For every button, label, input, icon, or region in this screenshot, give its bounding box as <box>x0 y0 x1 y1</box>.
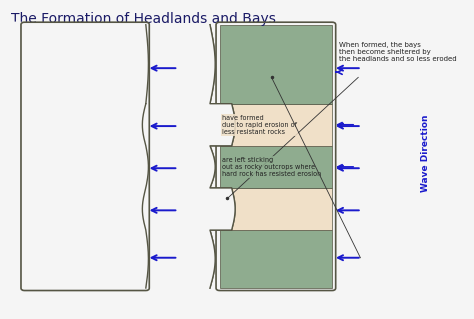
Bar <box>219 188 332 230</box>
Bar <box>25 230 146 288</box>
Bar <box>25 25 146 104</box>
Text: are left sticking
out as rocky outcrops where
hard rock has resisted erosion: are left sticking out as rocky outcrops … <box>222 157 321 177</box>
Text: Wave Direction: Wave Direction <box>421 115 430 192</box>
Polygon shape <box>3 22 235 291</box>
Polygon shape <box>3 22 235 291</box>
Bar <box>25 146 146 188</box>
Text: have formed
due to rapid erosion of
less resistant rocks: have formed due to rapid erosion of less… <box>222 115 297 135</box>
Bar <box>219 104 332 146</box>
Text: When formed, the bays
then become sheltered by
the headlands and so less eroded: When formed, the bays then become shelte… <box>339 42 456 62</box>
Bar <box>219 146 332 188</box>
Bar <box>25 188 146 230</box>
Bar <box>144 25 152 288</box>
Bar <box>25 104 146 146</box>
Bar <box>36 203 109 218</box>
Bar <box>219 25 332 104</box>
Text: The Formation of Headlands and Bays: The Formation of Headlands and Bays <box>11 12 276 26</box>
Bar <box>148 96 159 222</box>
Bar <box>219 230 332 288</box>
